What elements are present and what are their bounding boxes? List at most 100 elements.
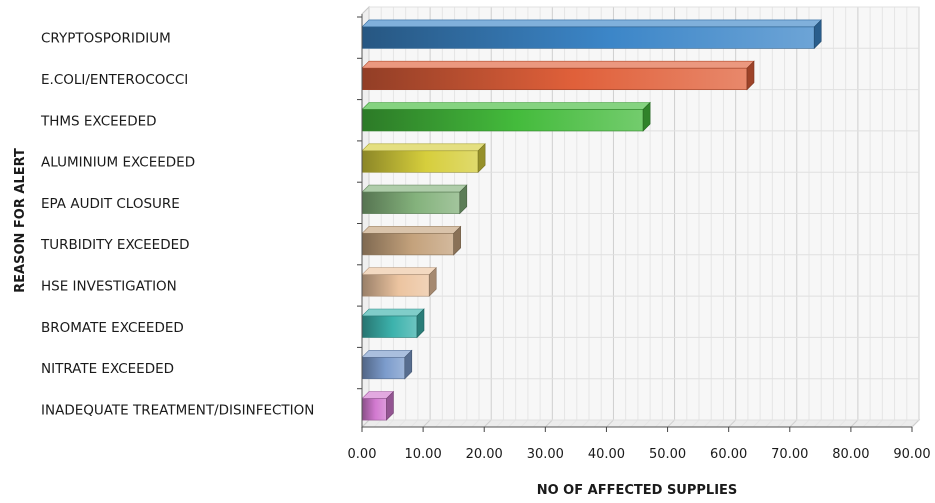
floor-gridline: [801, 419, 810, 428]
y-axis-title: REASON FOR ALERT: [13, 148, 28, 293]
axes: [357, 14, 913, 432]
bar-side-face: [428, 266, 437, 297]
floor-gridline: [691, 419, 700, 428]
floor-gridline: [667, 419, 675, 428]
floor-gridline: [838, 419, 847, 428]
labels: CRYPTOSPORIDIUM E.COLI/ENTEROCOCCI THMS EX…: [13, 31, 931, 498]
category-label: ALUMINIUM EXCEEDED: [41, 155, 195, 171]
floor-gridline: [777, 419, 785, 428]
bar-front-face: [361, 150, 479, 173]
floor-gridline: [422, 419, 431, 428]
floor-gridline: [361, 419, 370, 428]
bar-top-face: [361, 184, 468, 193]
x-tick-label: 30.00: [527, 447, 564, 462]
category-label: NITRATE EXCEEDED: [41, 361, 174, 377]
floor-gridline: [471, 419, 480, 428]
floor-gridline: [386, 419, 394, 428]
floor-gridline: [874, 419, 883, 428]
bar-top-face: [361, 308, 425, 317]
floor-gridline: [679, 419, 688, 428]
x-tick-label: 70.00: [771, 447, 808, 462]
floor-gridline: [740, 419, 749, 428]
floor-gridline: [813, 419, 822, 428]
floor-gridline: [410, 419, 419, 428]
bar-front-face: [361, 357, 406, 380]
bar-side-face: [813, 19, 822, 50]
bar: [361, 349, 413, 380]
floor-gridline: [789, 419, 798, 428]
category-label: THMS EXCEEDED: [40, 113, 157, 129]
bar-top-face: [361, 19, 822, 28]
floor-gridline: [508, 419, 517, 428]
floor-gridline: [826, 419, 834, 428]
floor: [360, 419, 921, 428]
category-label: CRYPTOSPORIDIUM: [41, 31, 171, 47]
floor-gridline: [618, 419, 627, 428]
bar-top-face: [361, 267, 437, 276]
x-tick-label: 0.00: [348, 447, 377, 462]
floor-gridline: [899, 419, 908, 428]
floor-gridline: [630, 419, 639, 428]
bar-side-face: [416, 308, 425, 339]
floor-gridline: [496, 419, 504, 428]
bar-side-face: [386, 390, 394, 421]
bar: [361, 184, 468, 215]
floor-gridline: [728, 419, 737, 428]
floor-gridline: [434, 419, 443, 428]
bar-front-face: [361, 233, 454, 256]
floor-gridline: [654, 419, 663, 428]
floor-gridline: [752, 419, 761, 428]
floor-gridline: [373, 419, 382, 428]
x-tick-label: 50.00: [649, 447, 686, 462]
floor-gridline: [764, 419, 773, 428]
bar-side-face: [404, 349, 413, 380]
bar-top-face: [361, 60, 755, 69]
floor-gridline: [581, 419, 590, 428]
bar-top-face: [361, 350, 413, 358]
bar-side-face: [453, 225, 461, 256]
floor-gridline: [887, 419, 895, 428]
category-label: E.COLI/ENTEROCOCCI: [41, 72, 188, 88]
x-tick-label: 80.00: [832, 447, 869, 462]
floor-gridline: [459, 419, 468, 428]
x-tick-label: 90.00: [893, 447, 930, 462]
category-label: INADEQUATE TREATMENT/DISINFECTION: [41, 402, 314, 418]
x-tick-label: 40.00: [588, 447, 625, 462]
bar: [361, 390, 395, 421]
bar-front-face: [361, 274, 430, 297]
floor-gridline: [850, 419, 859, 428]
bar: [361, 266, 437, 297]
category-label: EPA AUDIT CLOSURE: [41, 196, 180, 212]
bars: [361, 19, 822, 421]
floor-gridline: [911, 419, 920, 428]
floor-gridline: [557, 419, 565, 428]
category-label: HSE INVESTIGATION: [41, 278, 177, 294]
x-axis-title: NO OF AFFECTED SUPPLIES: [537, 483, 738, 498]
bar: [361, 225, 462, 256]
floor-gridline: [483, 419, 492, 428]
category-label: BROMATE EXCEEDED: [41, 320, 184, 336]
floor-gridline: [569, 419, 578, 428]
bar-top-face: [361, 226, 462, 234]
floor-gridline: [703, 419, 712, 428]
bar-front-face: [361, 191, 461, 214]
floor-gridline: [447, 419, 455, 428]
floor-gridline: [532, 419, 541, 428]
x-tick-label: 10.00: [405, 447, 442, 462]
floor-gridline: [520, 419, 529, 428]
category-label: TURBIDITY EXCEEDED: [40, 237, 190, 253]
bar-side-face: [477, 143, 486, 174]
bar-front-face: [361, 26, 815, 49]
bar-front-face: [361, 109, 644, 132]
x-tick-label: 60.00: [710, 447, 747, 462]
floor-gridline: [862, 419, 871, 428]
bar-top-face: [361, 143, 486, 152]
floor-gridline: [642, 419, 651, 428]
bar-top-face: [361, 102, 651, 110]
bar: [361, 19, 822, 50]
floor-gridline: [544, 419, 553, 428]
bar-front-face: [361, 67, 748, 90]
bar-front-face: [361, 398, 387, 421]
